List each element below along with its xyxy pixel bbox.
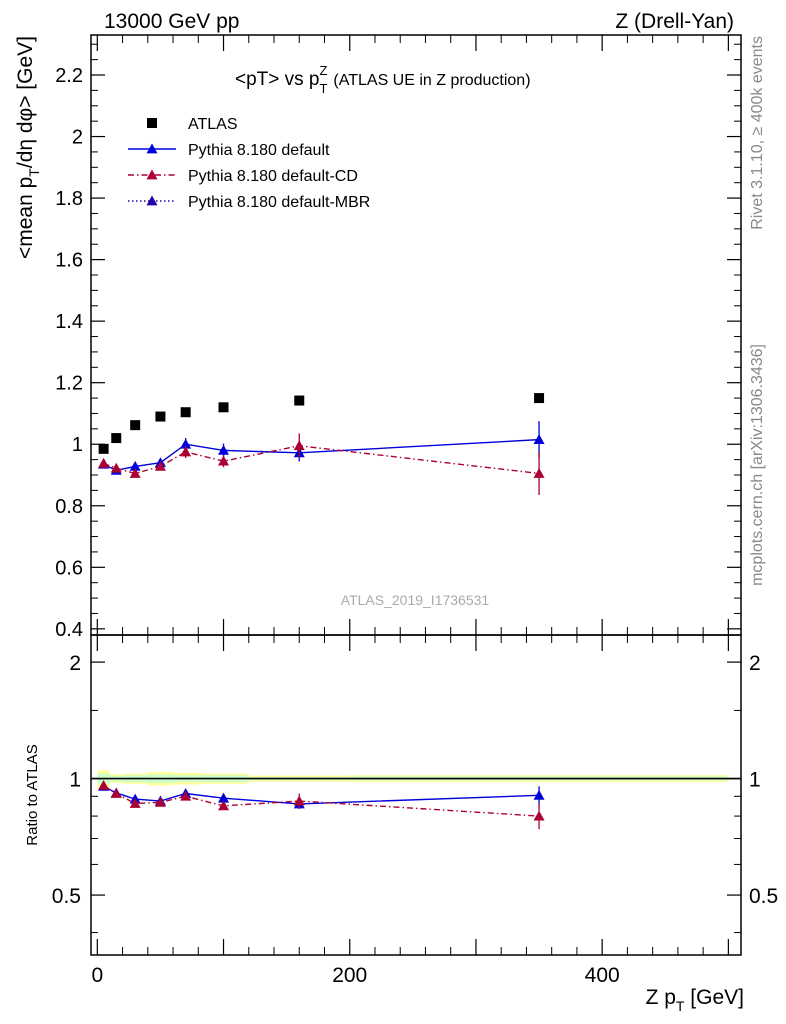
atlas-data-point	[111, 433, 122, 444]
main-axis-ticks: 0.4 0.6 0.8 1 1.2 1.4 1.6 1.8 2 2.2	[55, 35, 741, 641]
main-data-marks	[98, 393, 545, 495]
ratio-data-marks	[98, 779, 545, 830]
main-ytick-label: 1.4	[55, 311, 83, 333]
series-point-solid	[218, 444, 230, 455]
main-ytick-label: 0.8	[55, 496, 83, 518]
ratio-ytick-label: 2	[69, 652, 81, 675]
series-point-solid	[129, 460, 141, 471]
main-ytick-label: 2.2	[55, 65, 83, 87]
atlas-data-point	[180, 407, 191, 418]
legend-marker-atlas	[147, 118, 157, 128]
header-process: Z (Drell-Yan)	[615, 10, 734, 33]
ratio-ylabel: Ratio to ATLAS	[24, 744, 41, 845]
xlabel-pre: Z p	[646, 986, 676, 1009]
legend: ATLAS Pythia 8.180 default Pythia 8.180 de…	[128, 116, 370, 211]
xlabel: Z pT [GeV]	[646, 986, 744, 1014]
ratio-frame	[90, 634, 742, 956]
atlas-data-point	[155, 411, 166, 422]
series-point-dashdot	[218, 455, 230, 466]
series-point-dashdot	[110, 462, 122, 473]
main-ytick-label: 0.6	[55, 557, 83, 579]
mcplots-label: mcplots.cern.ch [arXiv:1306.3436]	[749, 344, 766, 586]
xtick-label: 400	[585, 964, 620, 987]
analysis-id: ATLAS_2019_I1736531	[341, 592, 490, 608]
title-sup: Z	[319, 63, 327, 78]
legend-label: Pythia 8.180 default-CD	[188, 168, 358, 185]
series-point-dashdot	[533, 467, 545, 478]
ratio-point-dashdot	[110, 788, 122, 798]
header-energy: 13000 GeV pp	[104, 10, 239, 33]
ratio-point-dashdot	[218, 800, 230, 811]
series-point-solid	[180, 438, 192, 449]
atlas-data-point	[218, 402, 229, 413]
series-point-dashdot	[180, 446, 192, 457]
main-ytick-label: 1.8	[55, 188, 83, 210]
atlas-data-point	[130, 420, 141, 431]
xlabel-post: [GeV]	[684, 986, 744, 1009]
series-point-dashdot	[129, 467, 141, 478]
main-panel: 0.4 0.6 0.8 1 1.2 1.4 1.6 1.8 2 2.2	[55, 34, 742, 641]
title-sub: T	[320, 81, 328, 96]
xlabel-sub: T	[676, 998, 685, 1014]
ratio-ytick-label-right: 2	[749, 652, 761, 675]
title-note: (ATLAS UE in Z production)	[333, 72, 530, 89]
ratio-panel: 0.5 0.5 1 1 2 2 0 200 400	[52, 634, 778, 987]
ratio-point-dashdot	[129, 798, 141, 808]
legend-marker	[146, 195, 158, 206]
legend-marker	[146, 143, 158, 154]
ratio-series-line-solid	[103, 785, 540, 805]
atlas-data-point	[98, 443, 109, 454]
series-point-dashdot	[98, 457, 110, 468]
ratio-point-solid	[533, 789, 545, 800]
plot-title: <pT> vs pTZ (ATLAS UE in Z production)	[235, 63, 531, 96]
series-point-dashdot	[154, 460, 166, 471]
main-ylabel-pre: <mean p	[14, 177, 37, 259]
ratio-ytick-label-right: 1	[749, 769, 761, 792]
main-ytick-label: 1	[72, 434, 83, 456]
ratio-point-dashdot	[154, 796, 166, 807]
ratio-ytick-label-right: 0.5	[749, 885, 778, 908]
series-point-dashdot	[293, 440, 305, 451]
legend-marker	[146, 169, 158, 180]
ratio-point-dashdot	[180, 790, 192, 801]
legend-label: Pythia 8.180 default	[188, 142, 330, 159]
xtick-label: 0	[91, 964, 103, 987]
xtick-label: 200	[332, 964, 367, 987]
atlas-data-point	[294, 395, 305, 406]
ratio-point-dashdot	[98, 779, 110, 790]
main-ylabel: <mean pT/dη dφ> [GeV]	[14, 36, 42, 259]
rivet-label: Rivet 3.1.10, ≥ 400k events	[749, 36, 766, 230]
ratio-series-line-dashdot	[103, 784, 540, 817]
main-ylabel-sub: T	[26, 168, 42, 177]
legend-label: Pythia 8.180 default-MBR	[188, 194, 370, 211]
title-main: <pT> vs p	[235, 69, 320, 90]
ratio-ytick-label: 0.5	[52, 885, 81, 908]
ratio-point-dashdot	[293, 795, 305, 806]
main-ytick-label: 1.6	[55, 250, 83, 272]
ratio-uncertainty-band	[91, 770, 741, 788]
series-point-solid	[533, 434, 545, 445]
ratio-ytick-label: 1	[69, 769, 81, 792]
atlas-data-point	[534, 393, 545, 404]
main-ylabel-post: /dη dφ> [GeV]	[14, 36, 37, 168]
legend-label: ATLAS	[188, 116, 238, 133]
ratio-axis-ticks: 0.5 0.5 1 1 2 2 0 200 400	[52, 635, 778, 987]
main-ytick-label: 0.4	[55, 619, 83, 641]
series-line-dashdot	[103, 445, 540, 475]
main-ytick-label: 2	[72, 127, 83, 149]
ratio-point-solid	[218, 792, 230, 803]
ratio-point-dashdot	[533, 810, 545, 821]
main-ytick-label: 1.2	[55, 373, 83, 395]
